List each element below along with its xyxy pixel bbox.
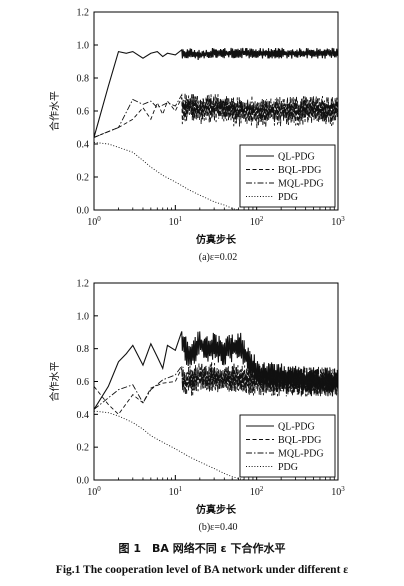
legend-label-bql-pdg: BQL-PDG	[278, 435, 321, 446]
legend: QL-PDG BQL-PDG MQL-PDG PDG	[239, 414, 336, 478]
y-tick-label: 1.0	[77, 311, 90, 322]
figure-caption-cn: 图 1 BA 网络不同 ε 下合作水平	[118, 542, 286, 555]
legend-label-mql-pdg: MQL-PDG	[278, 449, 324, 460]
y-tick-label: 0.4	[77, 410, 90, 421]
legend-label-pdg: PDG	[278, 462, 298, 473]
y-tick-label: 0.8	[77, 74, 90, 85]
series-bql-pdg-line	[94, 94, 338, 138]
figure-caption-en: Fig.1 The cooperation level of BA networ…	[55, 564, 349, 576]
plot-area	[94, 331, 338, 480]
x-tick-label: 101	[169, 215, 183, 228]
legend-label-pdg: PDG	[278, 192, 298, 203]
x-tick-label: 102	[250, 215, 264, 228]
x-axis-label: 仿真步长	[196, 503, 237, 516]
x-tick-label: 103	[331, 485, 345, 498]
series-pdg-line	[94, 410, 245, 480]
x-tick-label: 102	[250, 485, 264, 498]
x-tick-label: 100	[87, 485, 101, 498]
legend-label-mql-pdg: MQL-PDG	[278, 179, 324, 190]
x-tick-label: 103	[331, 215, 345, 228]
y-tick-label: 0.0	[77, 476, 90, 487]
legend-label-bql-pdg: BQL-PDG	[278, 165, 321, 176]
series-ql-pdg-line	[94, 47, 338, 138]
chart-panel-b: 0.0 0.2 0.4 0.6 0.8 1.0 1.2 100 101 102 103 合作水平仿真步…	[48, 279, 345, 534]
y-axis-label: 合作水平	[48, 91, 61, 131]
y-tick-label: 0.2	[77, 173, 90, 184]
y-tick-label: 0.6	[77, 377, 90, 388]
y-tick-label: 0.0	[77, 206, 90, 217]
series-ql-pdg-line	[94, 331, 338, 410]
chart-panel-a: 0.0 0.2 0.4 0.6 0.8 1.0 1.2 100 101 102 103 合作水平仿真步…	[48, 8, 345, 264]
legend: QL-PDG BQL-PDG MQL-PDG PDG	[239, 144, 336, 208]
y-tick-label: 0.6	[77, 107, 90, 118]
y-tick-label: 1.2	[77, 8, 90, 19]
y-tick-label: 0.4	[77, 140, 90, 151]
y-axis-label: 合作水平	[48, 362, 61, 402]
y-tick-label: 1.2	[77, 279, 90, 290]
y-tick-label: 0.2	[77, 443, 90, 454]
series-bql-pdg-line	[94, 362, 338, 416]
panel-subtitle: (b)ε=0.40	[199, 522, 238, 533]
y-tick-label: 1.0	[77, 41, 90, 52]
legend-label-ql-pdg: QL-PDG	[278, 422, 315, 433]
legend-label-ql-pdg: QL-PDG	[278, 152, 315, 163]
plot-area	[94, 47, 338, 210]
series-pdg-line	[94, 141, 239, 210]
x-tick-label: 100	[87, 215, 101, 228]
legend-box	[239, 414, 336, 478]
panel-subtitle: (a)ε=0.02	[199, 252, 237, 263]
x-axis-label: 仿真步长	[196, 233, 237, 246]
y-tick-label: 0.8	[77, 344, 90, 355]
x-tick-label: 101	[169, 485, 183, 498]
legend-box	[239, 144, 336, 208]
series-mql-pdg-line	[94, 93, 338, 138]
